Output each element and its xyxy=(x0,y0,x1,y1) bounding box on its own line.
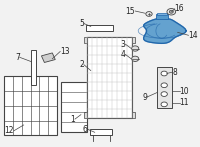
Circle shape xyxy=(161,71,167,76)
Circle shape xyxy=(161,92,167,96)
Circle shape xyxy=(132,46,139,51)
Circle shape xyxy=(167,9,176,15)
Polygon shape xyxy=(144,18,186,43)
Text: 1: 1 xyxy=(70,115,75,124)
Text: 13: 13 xyxy=(60,47,70,56)
Text: 6: 6 xyxy=(83,125,88,134)
Text: 15: 15 xyxy=(126,6,135,16)
Text: 2: 2 xyxy=(79,60,84,69)
Text: 12: 12 xyxy=(4,126,14,135)
Bar xyxy=(132,37,135,43)
Bar xyxy=(156,14,168,19)
Text: 11: 11 xyxy=(180,98,189,107)
Circle shape xyxy=(161,102,167,107)
Bar xyxy=(87,37,132,118)
Text: 3: 3 xyxy=(120,40,125,49)
Circle shape xyxy=(169,10,173,13)
Bar xyxy=(87,37,132,118)
Bar xyxy=(132,112,135,118)
Text: 7: 7 xyxy=(15,53,20,62)
Bar xyxy=(90,129,112,135)
Bar xyxy=(157,67,172,108)
Text: 5: 5 xyxy=(79,19,84,28)
Bar xyxy=(4,76,57,135)
Text: 4: 4 xyxy=(120,50,125,59)
Text: 14: 14 xyxy=(188,31,198,40)
Bar xyxy=(84,112,87,118)
Bar xyxy=(61,82,87,132)
Text: 10: 10 xyxy=(180,87,189,96)
Circle shape xyxy=(161,83,167,88)
Bar xyxy=(157,13,167,15)
Circle shape xyxy=(132,56,139,61)
Bar xyxy=(84,37,87,43)
Circle shape xyxy=(146,12,152,16)
Bar xyxy=(31,50,36,85)
Bar xyxy=(86,25,113,31)
Polygon shape xyxy=(41,53,55,62)
Text: 9: 9 xyxy=(142,92,147,102)
Text: 8: 8 xyxy=(173,67,177,77)
Text: 16: 16 xyxy=(175,4,184,13)
